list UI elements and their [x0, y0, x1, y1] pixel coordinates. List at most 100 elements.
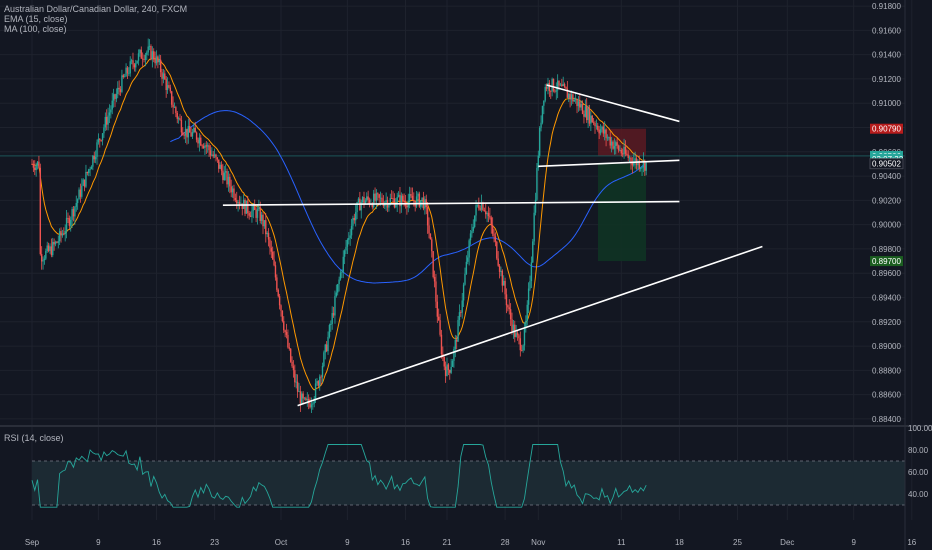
- candle-body: [324, 344, 326, 353]
- candle-body: [193, 127, 195, 133]
- candle-body: [475, 205, 477, 216]
- time-tick-label: 16: [907, 538, 916, 547]
- candle-body: [56, 241, 58, 243]
- candle-body: [338, 279, 340, 285]
- candle-body: [173, 107, 176, 108]
- candle-body: [148, 45, 151, 47]
- time-tick-label: 18: [675, 538, 684, 547]
- candle-body: [220, 164, 223, 171]
- candle-body: [339, 272, 342, 280]
- candle-body: [378, 194, 380, 198]
- candle-body: [515, 332, 517, 337]
- candle-body: [154, 59, 156, 64]
- candle-body: [171, 91, 173, 105]
- candle-body: [132, 60, 134, 65]
- candle-body: [619, 150, 621, 151]
- candle-body: [537, 155, 539, 169]
- candle-body: [426, 206, 429, 226]
- candle-body: [410, 194, 412, 196]
- candle-body: [590, 115, 592, 124]
- candle-body: [327, 336, 329, 352]
- candle-body: [521, 350, 523, 352]
- candle-body: [431, 239, 433, 252]
- candle-body: [617, 145, 620, 151]
- candle-body: [238, 201, 241, 204]
- candle-body: [563, 84, 566, 87]
- candle-body: [323, 352, 325, 367]
- candle-body: [411, 195, 414, 201]
- candle-body: [641, 167, 643, 169]
- rsi-indicator-label[interactable]: RSI (14, close): [4, 433, 64, 443]
- trendline: [546, 84, 680, 123]
- price-tick-label: 0.89800: [872, 245, 901, 254]
- candle-body: [153, 51, 155, 60]
- candle-body: [296, 381, 299, 392]
- candle-body: [176, 113, 178, 119]
- candle-body: [601, 126, 603, 130]
- candle-body: [639, 168, 642, 169]
- trendlines[interactable]: [222, 84, 763, 407]
- candle-body: [396, 196, 398, 204]
- candle-body: [472, 226, 474, 231]
- candle-body: [115, 93, 118, 99]
- candle-body: [317, 381, 320, 386]
- candle-body: [569, 93, 571, 100]
- candle-body: [532, 241, 534, 263]
- candle-body: [158, 59, 160, 63]
- candle-body: [541, 105, 544, 123]
- price-tick-label: 0.91400: [872, 51, 901, 60]
- candle-body: [602, 126, 605, 134]
- candle-body: [65, 217, 68, 231]
- candle-body: [360, 202, 362, 211]
- candle-body: [298, 391, 300, 393]
- symbol-title[interactable]: Australian Dollar/Canadian Dollar, 240, …: [4, 4, 188, 14]
- candle-body: [446, 364, 448, 376]
- candle-body: [284, 330, 286, 333]
- candle-body: [496, 241, 498, 259]
- candle-body: [458, 312, 461, 320]
- candle-body: [86, 172, 89, 174]
- candle-body: [54, 241, 57, 245]
- candle-body: [270, 247, 273, 252]
- candle-body: [36, 161, 39, 166]
- candle-body: [392, 198, 394, 200]
- candle-body: [480, 202, 483, 210]
- ema-indicator-label[interactable]: EMA (15, close): [4, 14, 68, 24]
- candle-body: [408, 194, 411, 201]
- candle-body: [489, 216, 491, 218]
- candle-body: [462, 284, 465, 301]
- candle-body: [320, 376, 322, 378]
- candle-body: [428, 225, 430, 234]
- candle-body: [230, 186, 232, 193]
- candle-body: [581, 104, 584, 115]
- candle-body: [334, 296, 336, 316]
- candle-body: [251, 210, 253, 217]
- candle-body: [613, 146, 616, 149]
- chart-legend: Australian Dollar/Canadian Dollar, 240, …: [4, 4, 187, 34]
- candle-body: [352, 217, 354, 226]
- candle-body: [328, 325, 331, 337]
- ma-indicator-label[interactable]: MA (100, close): [4, 24, 67, 34]
- candle-body: [464, 273, 466, 285]
- candle-body: [397, 194, 400, 197]
- candle-body: [357, 198, 360, 203]
- candle-body: [455, 339, 458, 342]
- candle-body: [75, 203, 77, 207]
- candle-body: [140, 49, 142, 59]
- candle-body: [518, 335, 520, 339]
- candle-body: [605, 129, 607, 138]
- price-tick-label: 0.90200: [872, 196, 901, 205]
- candle-body: [508, 307, 510, 310]
- candle-body: [538, 127, 541, 156]
- candle-body: [634, 158, 636, 162]
- candle-body: [624, 146, 627, 154]
- candle-body: [180, 120, 183, 133]
- candle-body: [598, 130, 600, 134]
- candle-body: [101, 133, 104, 141]
- candle-body: [83, 179, 86, 187]
- ema-line: [31, 57, 647, 391]
- candle-body: [258, 207, 260, 210]
- candle-body: [58, 231, 61, 242]
- candle-body: [57, 241, 59, 243]
